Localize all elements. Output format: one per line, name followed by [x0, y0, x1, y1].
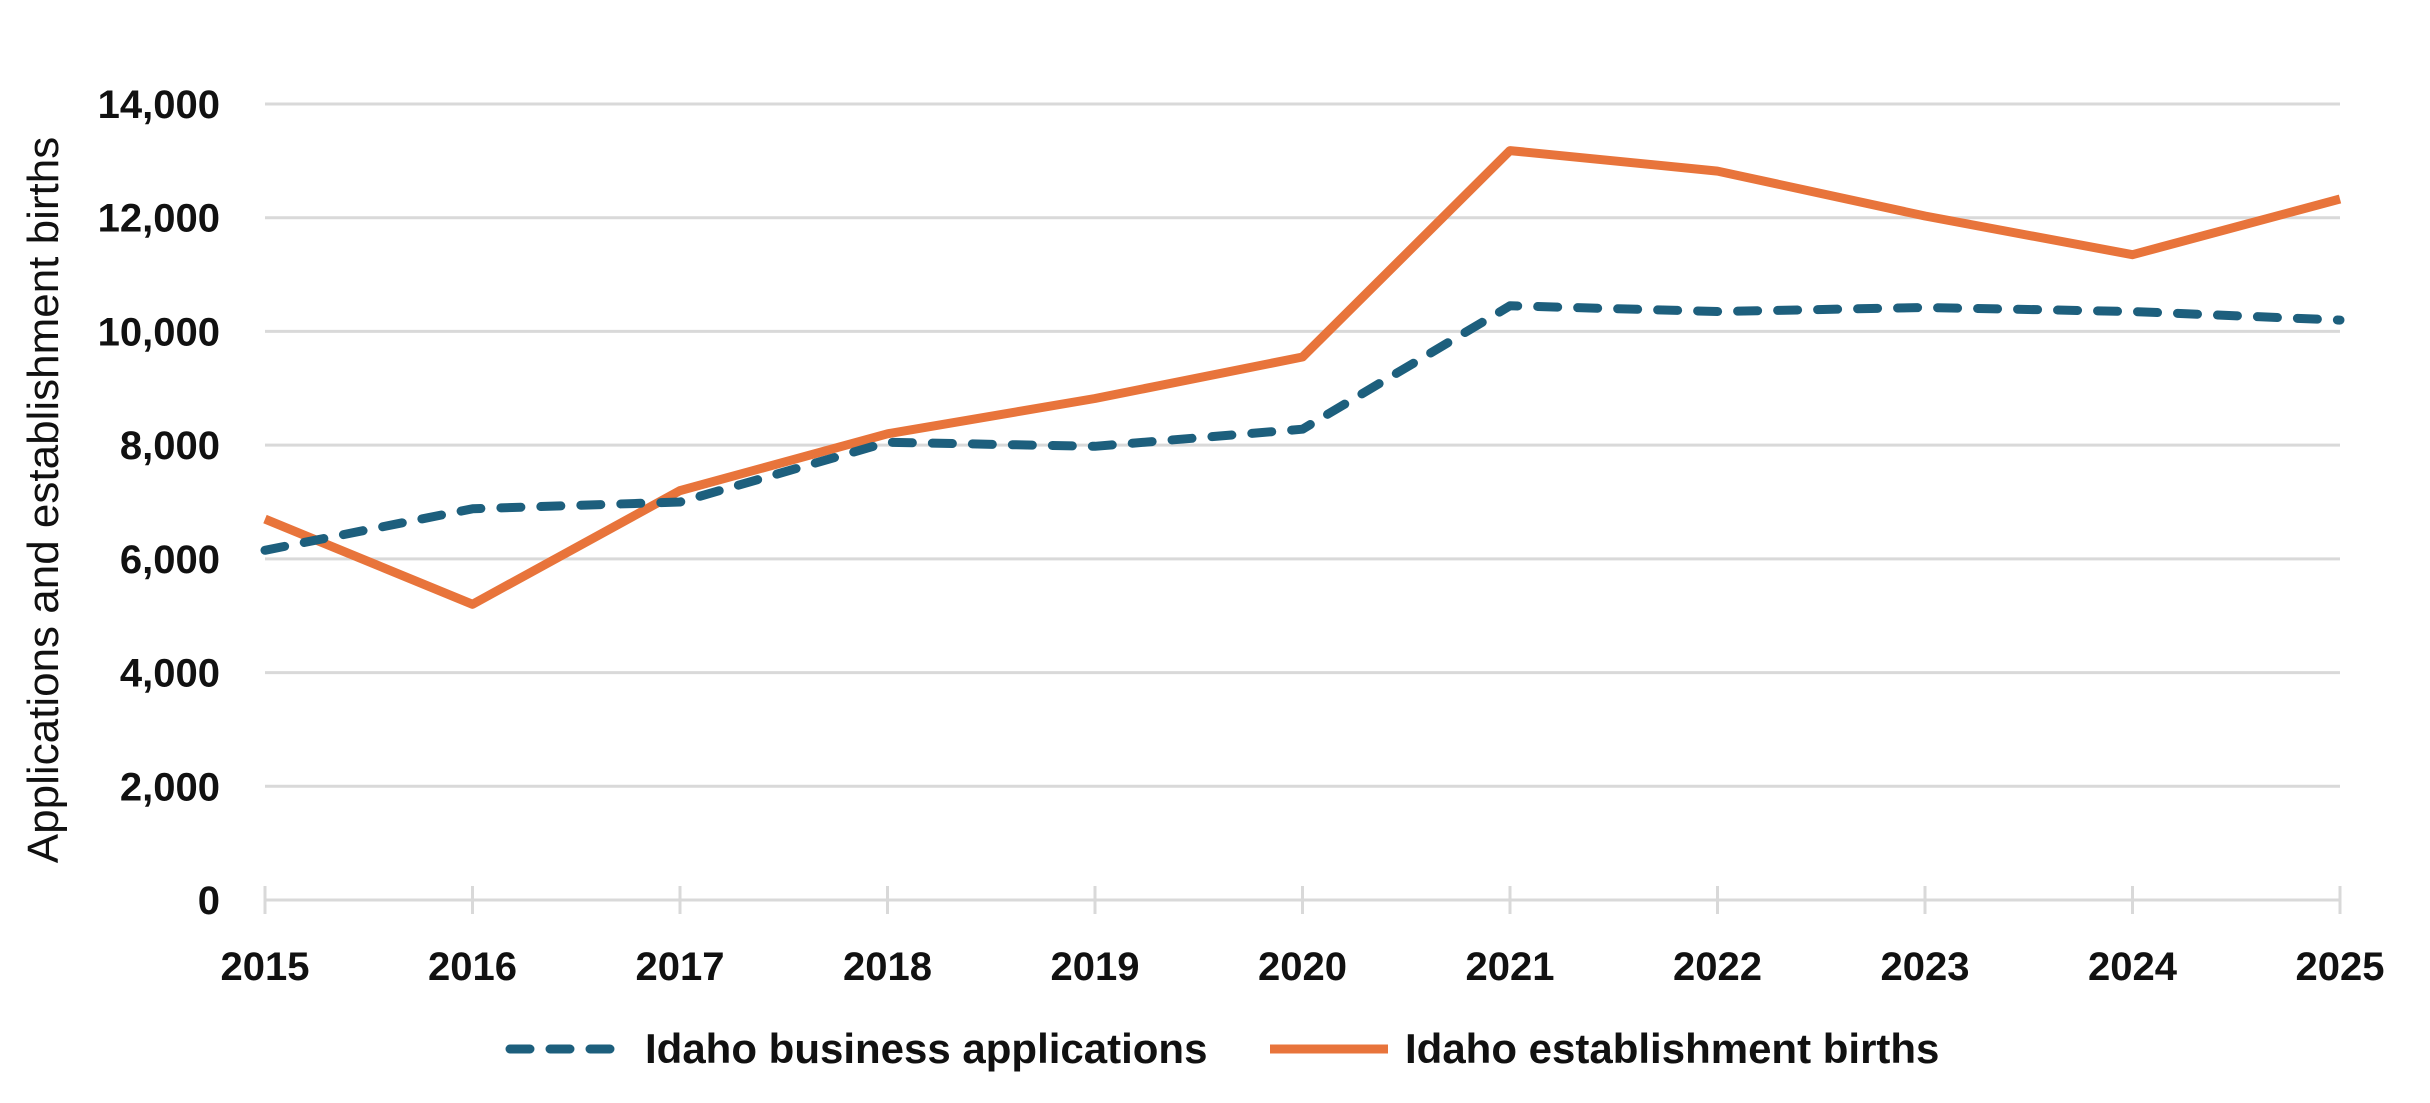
x-tick-label: 2020: [1258, 945, 1347, 989]
y-tick-label: 8,000: [120, 424, 220, 468]
x-tick-label: 2024: [2088, 945, 2178, 989]
y-tick-label: 12,000: [98, 197, 220, 241]
x-tick-label: 2018: [843, 945, 932, 989]
x-tick-label: 2021: [1466, 945, 1555, 989]
y-tick-label: 2,000: [120, 765, 220, 809]
legend-item: Idaho business applications: [505, 1025, 1207, 1072]
x-axis-tick-labels: 2015 2016 2017 2018 2019 2020 2021 2022 2023 2024…: [221, 945, 2385, 989]
y-tick-label: 0: [198, 879, 220, 923]
series-line-business-applications: [260, 301, 2345, 555]
y-axis-title: Applications and establishment births: [19, 137, 68, 863]
legend-label: Idaho establishment births: [1405, 1025, 1939, 1072]
legend-item: Idaho establishment births: [1270, 1025, 1939, 1072]
series-line-establishment-births: [263, 146, 2342, 609]
y-tick-label: 4,000: [120, 652, 220, 696]
x-tick-label: 2023: [1881, 945, 1970, 989]
x-tick-label: 2022: [1673, 945, 1762, 989]
x-tick-label: 2017: [636, 945, 725, 989]
y-tick-label: 14,000: [98, 83, 220, 127]
x-tick-label: 2015: [221, 945, 310, 989]
y-tick-label: 10,000: [98, 310, 220, 354]
series-lines: [260, 146, 2345, 609]
gridlines: [265, 102, 2340, 788]
y-tick-label: 6,000: [120, 538, 220, 582]
x-tick-label: 2019: [1051, 945, 1140, 989]
legend-label: Idaho business applications: [645, 1025, 1207, 1072]
x-tick-label: 2016: [428, 945, 517, 989]
y-axis-tick-labels: 0 2,000 4,000 6,000 8,000 10,000 12,000 14,000: [98, 83, 220, 923]
x-axis: [263, 886, 2342, 914]
x-tick-label: 2025: [2296, 945, 2385, 989]
legend: Idaho business applications Idaho establi…: [505, 1025, 1939, 1072]
